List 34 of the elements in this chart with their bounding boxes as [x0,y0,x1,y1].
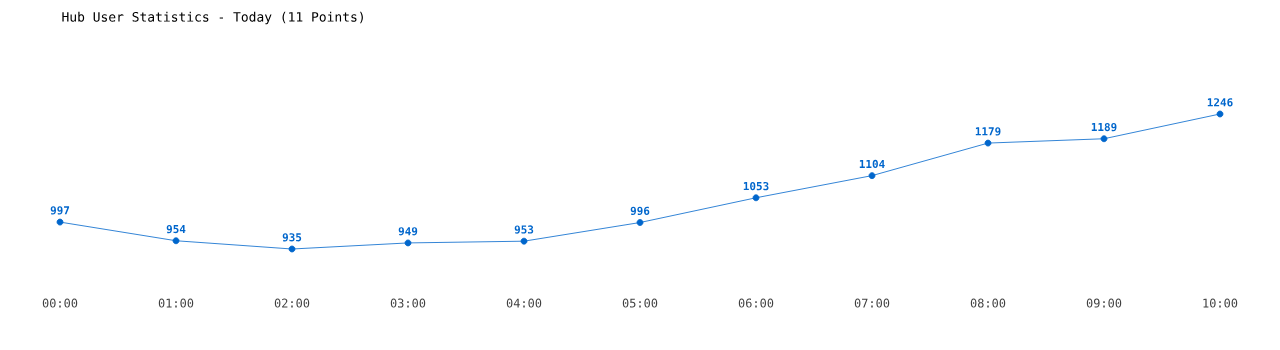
data-label: 935 [282,233,302,242]
data-label: 1104 [859,159,885,169]
point [520,237,528,245]
point [172,237,180,245]
x-tick-label: 05:00 [622,298,658,308]
data-label: 1189 [1091,122,1117,132]
x-tick-label: 00:00 [42,298,78,308]
chart-title: Hub User Statistics - Today (11 Points) [62,11,363,25]
point [288,245,296,253]
x-tick-label: 04:00 [506,298,542,308]
data-label: 953 [514,225,534,234]
point [636,219,644,226]
data-label: 996 [630,206,650,215]
x-tick-label: 03:00 [390,298,426,308]
x-tick-label: 01:00 [158,298,194,308]
point [752,194,760,202]
data-label: 949 [398,227,418,236]
x-tick-label: 02:00 [274,298,310,308]
x-tick-label: 09:00 [1086,298,1122,308]
data-label: 1246 [1207,98,1233,107]
data-label: 1053 [743,181,769,191]
data-label: 997 [50,206,70,215]
point [868,172,876,180]
x-tick-label: 10:00 [1203,298,1238,308]
x-tick-label: 06:00 [738,298,774,308]
point [1100,135,1108,143]
x-tick-label: 07:00 [854,298,890,308]
point [1216,110,1224,118]
x-tick-label: 08:00 [970,298,1006,308]
point [984,139,992,147]
point [56,218,64,226]
point [404,239,412,247]
data-label: 1179 [975,127,1001,136]
data-label: 954 [166,224,186,234]
